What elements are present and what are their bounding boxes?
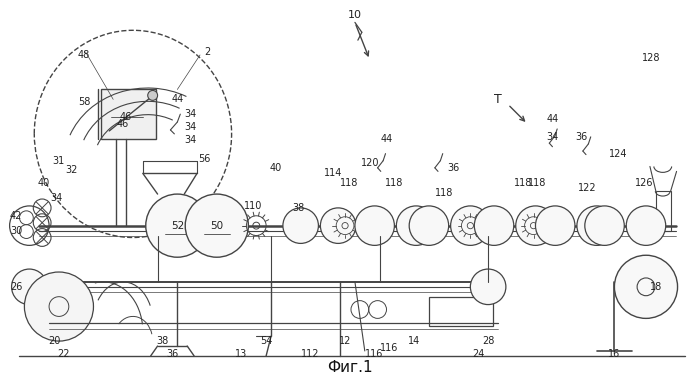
Text: 126: 126 — [635, 178, 654, 188]
Text: 118: 118 — [435, 188, 453, 198]
Text: 30: 30 — [10, 225, 22, 236]
Text: 124: 124 — [609, 149, 628, 159]
Circle shape — [146, 194, 209, 257]
Text: 12: 12 — [339, 336, 352, 346]
Text: 40: 40 — [38, 178, 50, 188]
Text: 40: 40 — [270, 163, 282, 173]
Circle shape — [355, 206, 394, 245]
Text: 46: 46 — [120, 112, 132, 122]
Text: 118: 118 — [385, 178, 403, 188]
Text: 44: 44 — [546, 114, 559, 124]
Text: 34: 34 — [50, 193, 62, 203]
Text: 52: 52 — [171, 221, 184, 231]
Text: 28: 28 — [482, 336, 494, 346]
Bar — [429, 297, 493, 326]
Text: 14: 14 — [408, 336, 420, 346]
Text: 116: 116 — [380, 343, 398, 353]
Text: 110: 110 — [244, 201, 263, 211]
Circle shape — [24, 272, 94, 341]
Circle shape — [283, 208, 319, 244]
Text: 50: 50 — [210, 221, 224, 231]
Text: 118: 118 — [514, 178, 532, 188]
Text: 10: 10 — [348, 9, 362, 20]
Text: 54: 54 — [260, 336, 273, 346]
Text: 122: 122 — [577, 183, 596, 193]
Circle shape — [626, 206, 665, 245]
Circle shape — [516, 206, 555, 245]
Text: 34: 34 — [184, 122, 196, 132]
Text: 114: 114 — [324, 169, 343, 178]
Circle shape — [396, 206, 436, 245]
Text: 128: 128 — [642, 53, 660, 63]
Text: 46: 46 — [117, 119, 129, 129]
Circle shape — [585, 206, 624, 245]
Text: 31: 31 — [52, 156, 64, 166]
Text: 118: 118 — [528, 178, 547, 188]
Text: 26: 26 — [10, 282, 22, 292]
Text: 20: 20 — [48, 336, 60, 346]
Circle shape — [320, 208, 356, 244]
Bar — [101, 89, 156, 139]
Text: 112: 112 — [301, 349, 319, 359]
Text: 120: 120 — [361, 158, 379, 169]
Text: 38: 38 — [157, 336, 168, 346]
Text: 44: 44 — [171, 94, 183, 104]
Circle shape — [614, 255, 677, 319]
Text: 34: 34 — [184, 109, 196, 119]
Circle shape — [451, 206, 490, 245]
Text: 56: 56 — [198, 153, 210, 164]
Text: 42: 42 — [10, 211, 22, 221]
Text: 18: 18 — [650, 282, 662, 292]
Circle shape — [475, 206, 514, 245]
Text: 38: 38 — [293, 203, 305, 213]
Text: Фиг.1: Фиг.1 — [327, 360, 373, 375]
Text: 36: 36 — [166, 349, 178, 359]
Text: T: T — [494, 93, 502, 106]
Text: 116: 116 — [364, 349, 383, 359]
Text: 44: 44 — [380, 134, 393, 144]
Circle shape — [535, 206, 575, 245]
Text: 36: 36 — [447, 163, 460, 173]
Circle shape — [185, 194, 248, 257]
Text: 58: 58 — [78, 97, 90, 107]
Text: 32: 32 — [66, 166, 78, 175]
Text: 118: 118 — [340, 178, 358, 188]
Text: 34: 34 — [546, 132, 559, 142]
Text: 48: 48 — [78, 50, 89, 60]
Circle shape — [147, 90, 157, 100]
Text: 16: 16 — [608, 349, 621, 359]
Text: 13: 13 — [236, 349, 247, 359]
Bar — [656, 191, 670, 231]
Text: 2: 2 — [204, 47, 210, 57]
Text: 36: 36 — [576, 132, 588, 142]
Circle shape — [12, 269, 47, 305]
Circle shape — [409, 206, 449, 245]
Circle shape — [470, 269, 506, 305]
Text: 24: 24 — [472, 349, 484, 359]
Text: 22: 22 — [57, 349, 70, 359]
Text: 34: 34 — [184, 135, 196, 145]
Circle shape — [577, 206, 617, 245]
